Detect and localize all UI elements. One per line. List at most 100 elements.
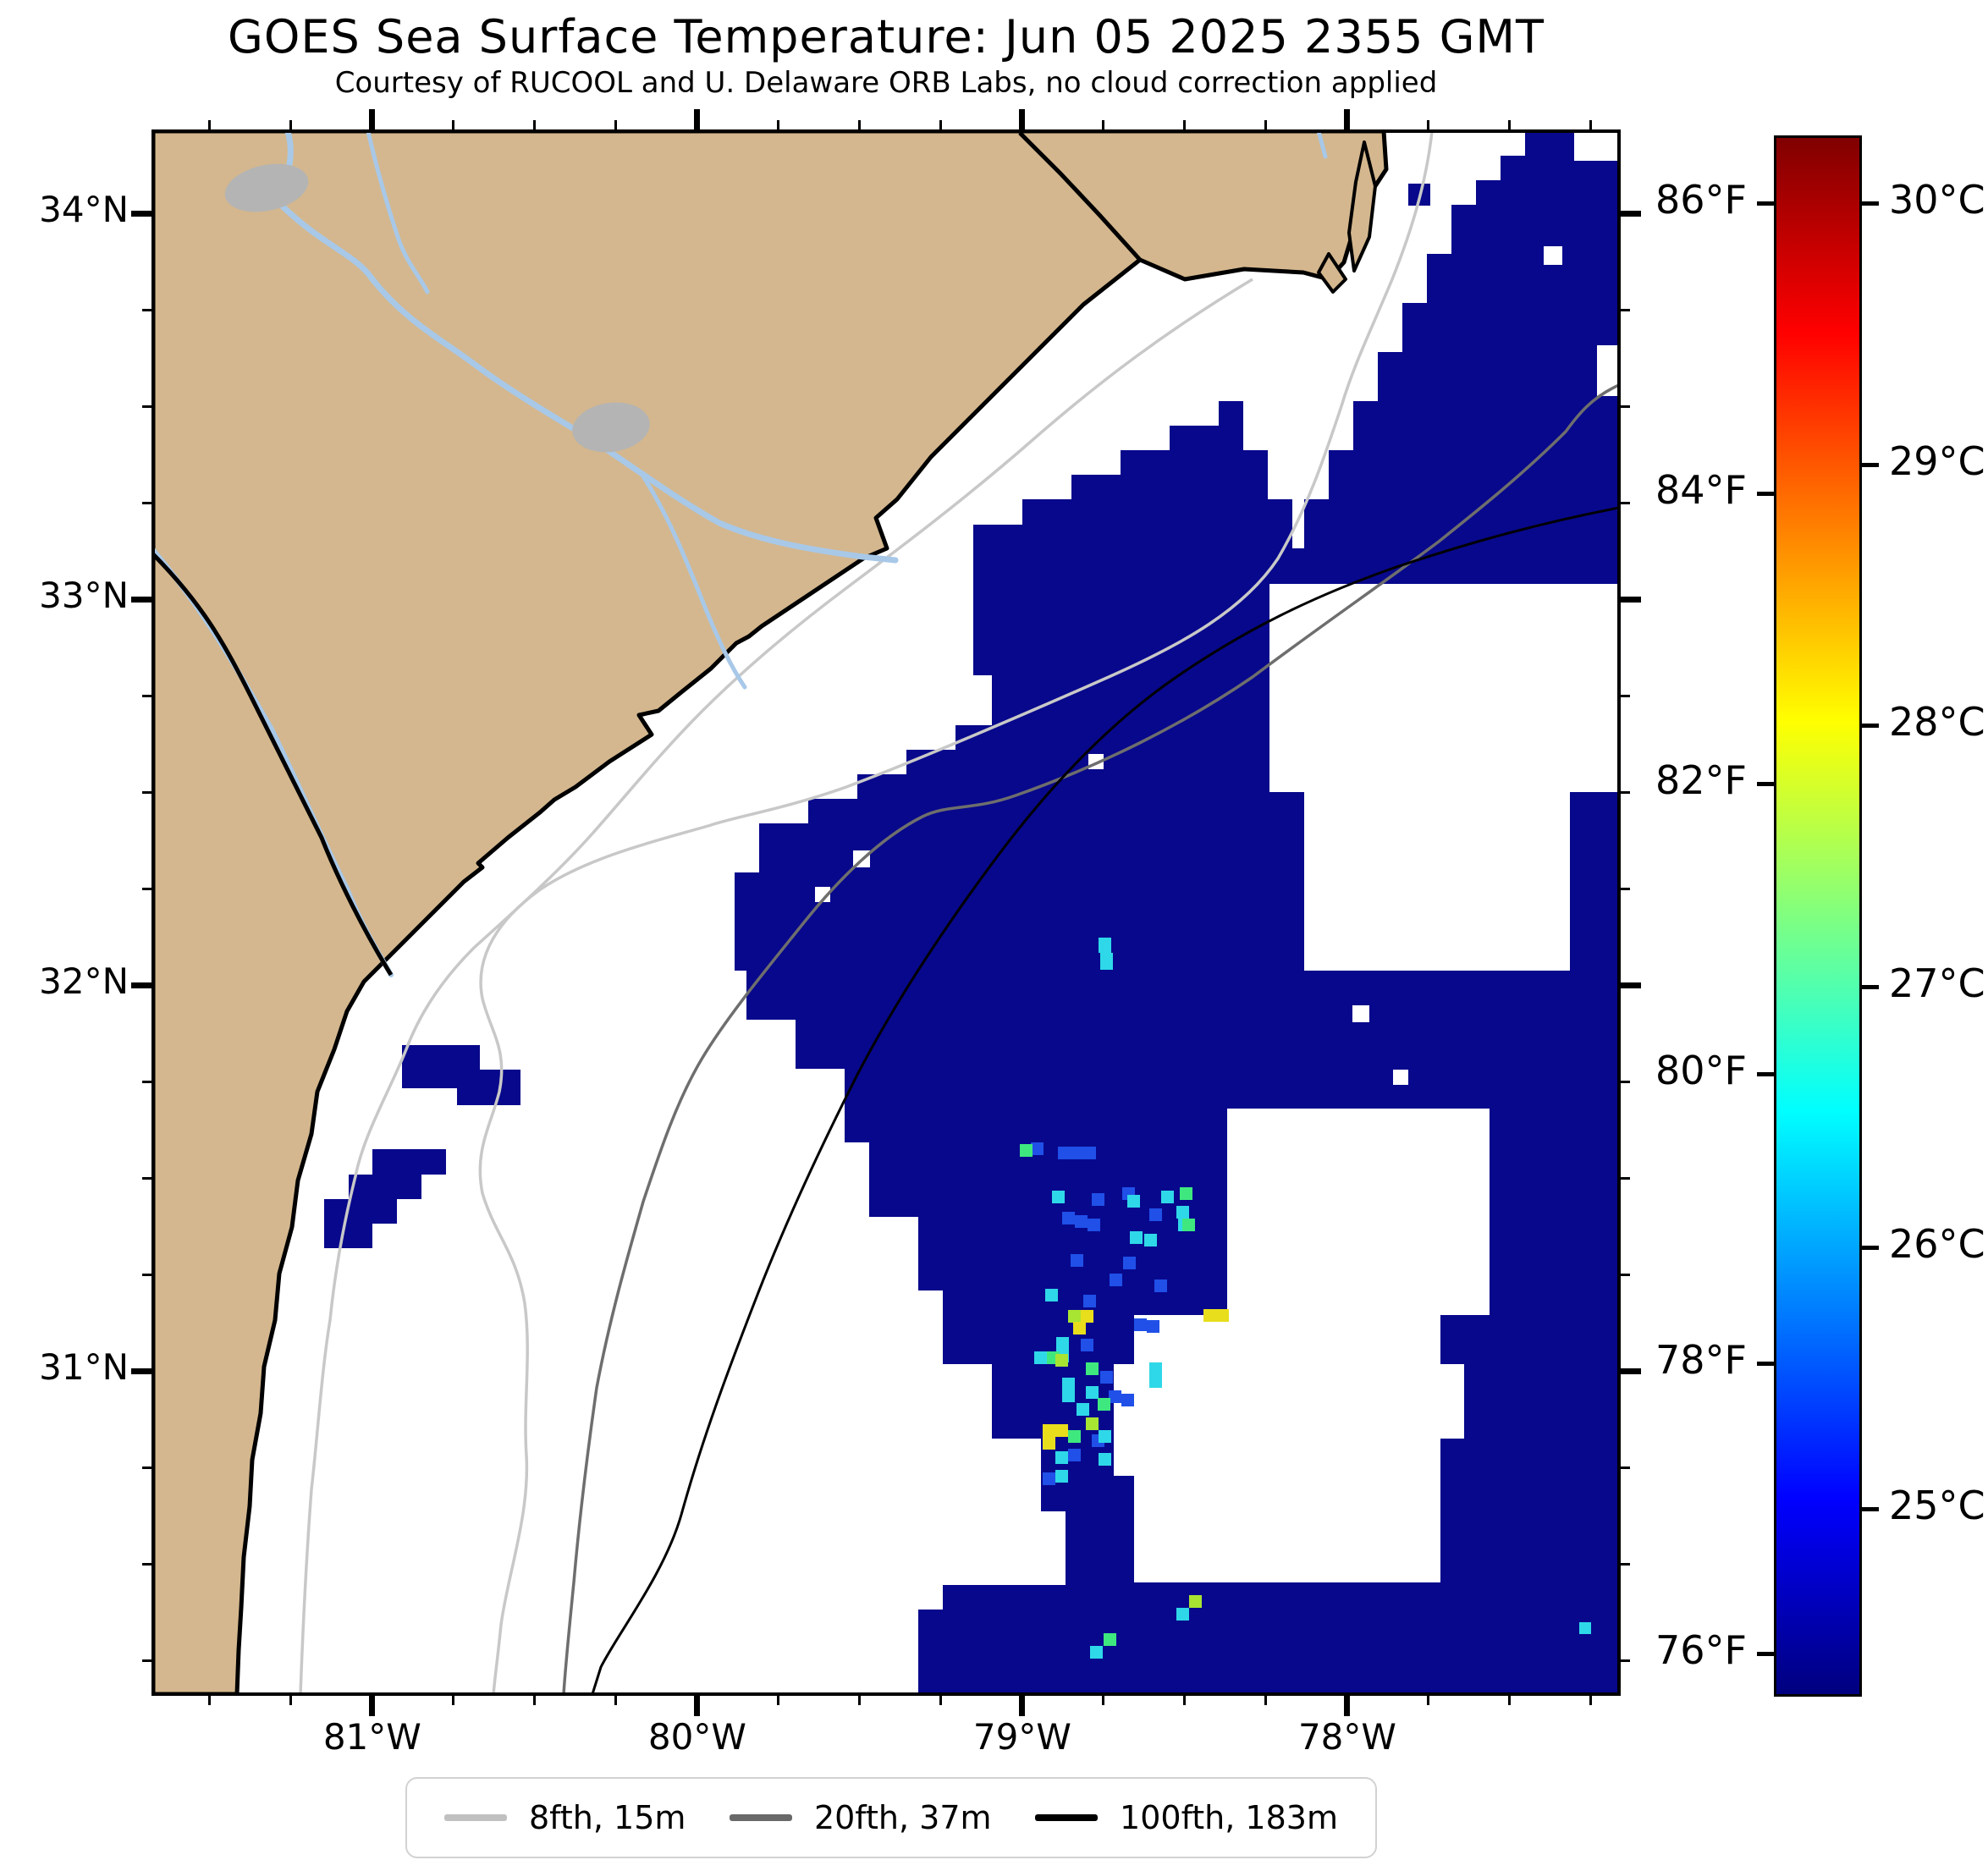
- colorbar-c-label: 26°C: [1889, 1221, 1985, 1268]
- lon-minor-tick: [1589, 1694, 1593, 1705]
- lat-minor-tick: [142, 1080, 153, 1083]
- lon-minor-tick: [208, 1694, 212, 1705]
- colorbar-f-label: 82°F: [1655, 757, 1747, 803]
- lat-minor-tick: [1619, 308, 1630, 311]
- lon-major-tick: [369, 1694, 376, 1716]
- lat-minor-tick: [1619, 1176, 1630, 1180]
- bathymetry-contours: [299, 131, 1619, 1694]
- legend-item: 8fth, 15m: [444, 1799, 686, 1836]
- lat-minor-tick: [1619, 1273, 1630, 1276]
- colorbar-f-tick: [1757, 1652, 1774, 1657]
- lon-minor-tick: [858, 120, 862, 131]
- lon-minor-tick: [1102, 1694, 1105, 1705]
- lat-minor-tick: [1619, 1659, 1630, 1662]
- colorbar-f-tick: [1757, 781, 1774, 786]
- colorbar-c-label: 30°C: [1889, 177, 1985, 223]
- river-cape-fear: [1316, 131, 1328, 159]
- legend-label: 8fth, 15m: [529, 1799, 686, 1836]
- legend-line-swatch: [729, 1814, 792, 1821]
- lat-minor-tick: [1619, 790, 1630, 794]
- lon-minor-tick: [1508, 1694, 1512, 1705]
- legend-item: 100fth, 183m: [1035, 1799, 1338, 1836]
- contour-8fth-offshore: [478, 131, 1434, 1694]
- lon-major-tick: [694, 1694, 701, 1716]
- lon-minor-tick: [1427, 120, 1430, 131]
- lat-minor-tick: [1619, 1562, 1630, 1566]
- lat-minor-tick: [1619, 501, 1630, 504]
- lon-major-tick: [1019, 109, 1026, 131]
- lat-minor-tick: [1619, 404, 1630, 408]
- lat-major-tick: [131, 982, 153, 988]
- legend-label: 100fth, 183m: [1120, 1799, 1338, 1836]
- lat-minor-tick: [142, 790, 153, 794]
- lon-minor-tick: [1183, 120, 1187, 131]
- lat-minor-tick: [1619, 1080, 1630, 1083]
- colorbar-f-label: 78°F: [1655, 1337, 1747, 1384]
- lon-minor-tick: [777, 1694, 780, 1705]
- map-frame: [151, 129, 1621, 1696]
- lat-minor-tick: [142, 501, 153, 504]
- lon-minor-tick: [533, 120, 537, 131]
- lon-minor-tick: [1102, 120, 1105, 131]
- urban-layer: [224, 163, 650, 453]
- lat-minor-tick: [142, 404, 153, 408]
- colorbar-c-tick: [1862, 201, 1879, 206]
- lon-minor-tick: [1183, 1694, 1187, 1705]
- colorbar-f-tick: [1757, 1071, 1774, 1076]
- cape-fear-island: [1347, 140, 1377, 272]
- lat-major-tick: [1619, 596, 1641, 603]
- sst-patch-savannah-2: [324, 1149, 446, 1248]
- lat-minor-tick: [1619, 1466, 1630, 1469]
- lat-tick-label: 31°N: [39, 1346, 129, 1389]
- lon-tick-label: 78°W: [1297, 1716, 1396, 1758]
- colorbar-f-tick: [1757, 201, 1774, 206]
- lon-minor-tick: [614, 1694, 618, 1705]
- lat-minor-tick: [142, 308, 153, 311]
- lon-minor-tick: [452, 1694, 455, 1705]
- lon-major-tick: [694, 109, 701, 131]
- border-nc-sc: [1018, 131, 1142, 261]
- contour-100fth: [591, 506, 1619, 1694]
- lon-major-tick: [1344, 1694, 1351, 1716]
- lat-minor-tick: [142, 1273, 153, 1276]
- lat-major-tick: [131, 210, 153, 217]
- lon-minor-tick: [1264, 120, 1268, 131]
- lat-major-tick: [131, 1367, 153, 1374]
- cloud-holes-layer: [815, 246, 1619, 1582]
- border-sc-ga: [153, 553, 394, 977]
- lon-minor-tick: [1508, 120, 1512, 131]
- legend-line-swatch: [1035, 1814, 1099, 1821]
- lat-major-tick: [1619, 1367, 1641, 1374]
- lon-major-tick: [1344, 109, 1351, 131]
- colorbar-f-label: 84°F: [1655, 467, 1747, 514]
- colorbar-c-tick: [1862, 1246, 1879, 1251]
- colorbar-f-label: 80°F: [1655, 1047, 1747, 1093]
- lon-minor-tick: [1427, 1694, 1430, 1705]
- lat-minor-tick: [142, 1176, 153, 1180]
- river-pee-dee: [276, 131, 899, 564]
- lat-tick-label: 33°N: [39, 575, 129, 617]
- lat-minor-tick: [142, 1562, 153, 1566]
- lat-minor-tick: [142, 1659, 153, 1662]
- page-title: GOES Sea Surface Temperature: Jun 05 202…: [228, 10, 1545, 63]
- page-subtitle: Courtesy of RUCOOL and U. Delaware ORB L…: [334, 66, 1438, 100]
- lat-major-tick: [1619, 210, 1641, 217]
- contour-8fth-nearshore: [299, 278, 1253, 1694]
- colorbar-f-label: 76°F: [1655, 1627, 1747, 1674]
- colorbar: [1774, 135, 1862, 1697]
- colorbar-c-label: 29°C: [1889, 437, 1985, 484]
- legend-item: 20fth, 37m: [729, 1799, 992, 1836]
- lon-minor-tick: [858, 1694, 862, 1705]
- state-borders: [153, 131, 1142, 977]
- lat-minor-tick: [142, 887, 153, 890]
- lat-minor-tick: [1619, 887, 1630, 890]
- colorbar-c-tick: [1862, 1506, 1879, 1511]
- coastline-landmass: [153, 131, 1389, 1694]
- lat-tick-label: 32°N: [39, 960, 129, 1003]
- lon-minor-tick: [777, 120, 780, 131]
- river-santee: [641, 474, 747, 690]
- colorbar-c-tick: [1862, 984, 1879, 989]
